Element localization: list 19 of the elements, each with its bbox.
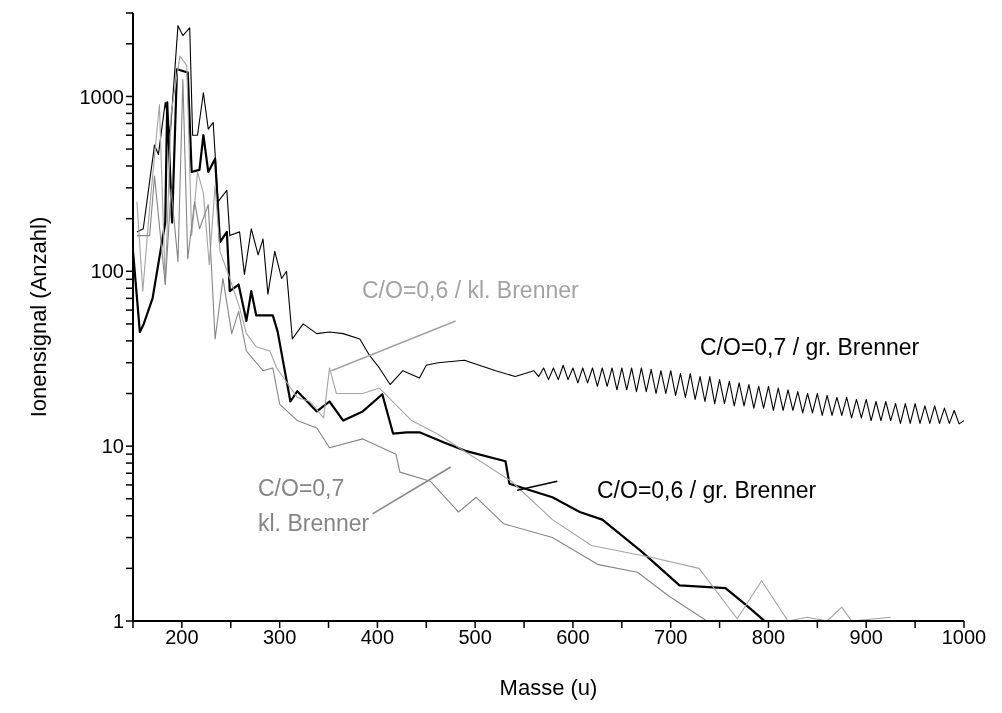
text: C/O=0,6 / kl. Brenner — [362, 277, 580, 303]
x-axis-title: Masse (u) — [499, 675, 598, 700]
legend-label: C/O=0,6 / gr. Brenner — [597, 477, 817, 503]
y-axis-title: Ionensignal (Anzahl) — [25, 216, 51, 418]
series-label: C/O=0,7 / gr. Brenner — [700, 334, 920, 360]
y-tick-label: 10 — [101, 435, 124, 458]
series-label: C/O=0,7 kl. Brenner — [258, 475, 370, 536]
y-tick-label: 100 — [90, 260, 124, 283]
x-tick-label: 200 — [165, 626, 199, 649]
y-tick-label: 1 — [112, 610, 124, 633]
x-tick-label: 700 — [654, 626, 688, 649]
x-tick-label: 800 — [751, 626, 786, 649]
x-tick-label: 1000 — [941, 626, 987, 649]
x-tick-label: 500 — [458, 626, 492, 649]
x-tick-label: 900 — [849, 626, 883, 649]
x-tick-label: 600 — [556, 626, 590, 649]
y-tick-label: 1000 — [79, 85, 124, 108]
x-tick-label: 300 — [262, 626, 297, 649]
x-tick-label: 400 — [360, 626, 395, 649]
